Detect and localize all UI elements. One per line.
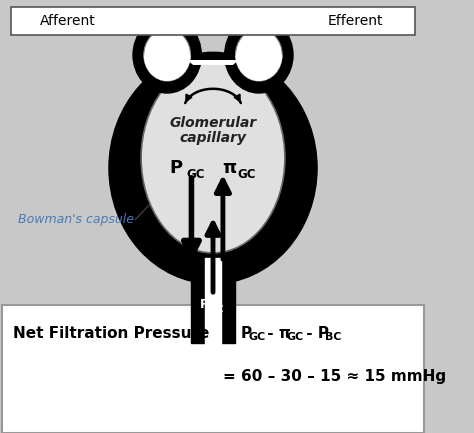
Bar xyxy=(191,258,235,343)
Text: BC: BC xyxy=(210,304,224,313)
Text: GC: GC xyxy=(237,168,256,181)
Text: π: π xyxy=(222,159,237,177)
Text: - P: - P xyxy=(301,326,329,340)
Text: Glomerular: Glomerular xyxy=(169,116,256,130)
Circle shape xyxy=(133,17,201,93)
Text: BC: BC xyxy=(325,332,342,342)
Text: GC: GC xyxy=(186,168,205,181)
Text: - π: - π xyxy=(263,326,292,340)
FancyBboxPatch shape xyxy=(11,7,415,35)
Circle shape xyxy=(144,29,191,81)
Text: Bowman's capsule: Bowman's capsule xyxy=(18,213,134,226)
Bar xyxy=(205,258,221,348)
Text: Net Filtration Pressure: Net Filtration Pressure xyxy=(13,326,210,340)
Text: Afferent: Afferent xyxy=(39,14,95,28)
Polygon shape xyxy=(187,60,239,65)
Text: GC: GC xyxy=(287,332,304,342)
Bar xyxy=(2,305,424,433)
Text: = 60 – 30 – 15 ≈ 15 mmHg: = 60 – 30 – 15 ≈ 15 mmHg xyxy=(223,369,446,385)
Circle shape xyxy=(225,17,293,93)
Text: = P: = P xyxy=(223,326,252,340)
Text: P: P xyxy=(170,159,182,177)
Text: capillary: capillary xyxy=(180,131,246,145)
Text: Efferent: Efferent xyxy=(327,14,383,28)
Circle shape xyxy=(109,53,316,283)
Ellipse shape xyxy=(141,63,285,253)
Wedge shape xyxy=(236,55,282,81)
Circle shape xyxy=(236,29,282,81)
Text: GC: GC xyxy=(248,332,265,342)
Text: P: P xyxy=(201,298,210,311)
Wedge shape xyxy=(144,55,191,81)
